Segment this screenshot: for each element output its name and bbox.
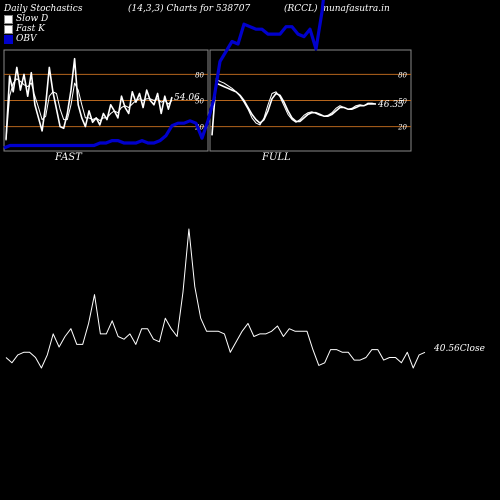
full-tick-label-20: 20	[397, 124, 407, 132]
legend-fast-k-swatch	[4, 24, 13, 34]
legend-slow-d: Slow D	[4, 14, 48, 24]
legend-obv: OBV	[4, 34, 37, 44]
price-close-line	[5, 228, 426, 369]
full-tick-label-80: 80	[398, 71, 407, 79]
obv-line	[3, 0, 325, 150]
fast-series-fast-k	[5, 57, 173, 140]
legend-slow-d-label: Slow D	[16, 14, 49, 24]
fast-series-slow-d	[5, 78, 173, 141]
chart-title-left: Daily Stochastics	[4, 4, 83, 14]
full-panel-label: FULL	[261, 152, 291, 163]
legend-fast-k: Fast K	[4, 24, 45, 34]
chart-title-symbol: (RCCL) munafasutra.in	[284, 4, 390, 14]
full-tick-label-50: 50	[398, 98, 407, 106]
chart-title-params: (14,3,3) Charts for 538707	[128, 4, 251, 14]
fast-panel-label: FAST	[54, 152, 83, 163]
legend-fast-k-label: Fast K	[16, 24, 45, 34]
full-last-value-label: 46.35	[377, 100, 404, 110]
legend-obv-swatch	[4, 34, 13, 44]
price-last-value-label: 40.56Close	[433, 344, 485, 354]
legend-slow-d-swatch	[4, 14, 13, 24]
full-series-fast-k	[211, 78, 377, 136]
fast-tick-label-80: 80	[195, 71, 204, 79]
fast-last-value-label: 54.06	[174, 93, 200, 103]
fast-tick-label-50: 50	[195, 98, 204, 106]
legend-obv-label: OBV	[16, 34, 37, 44]
